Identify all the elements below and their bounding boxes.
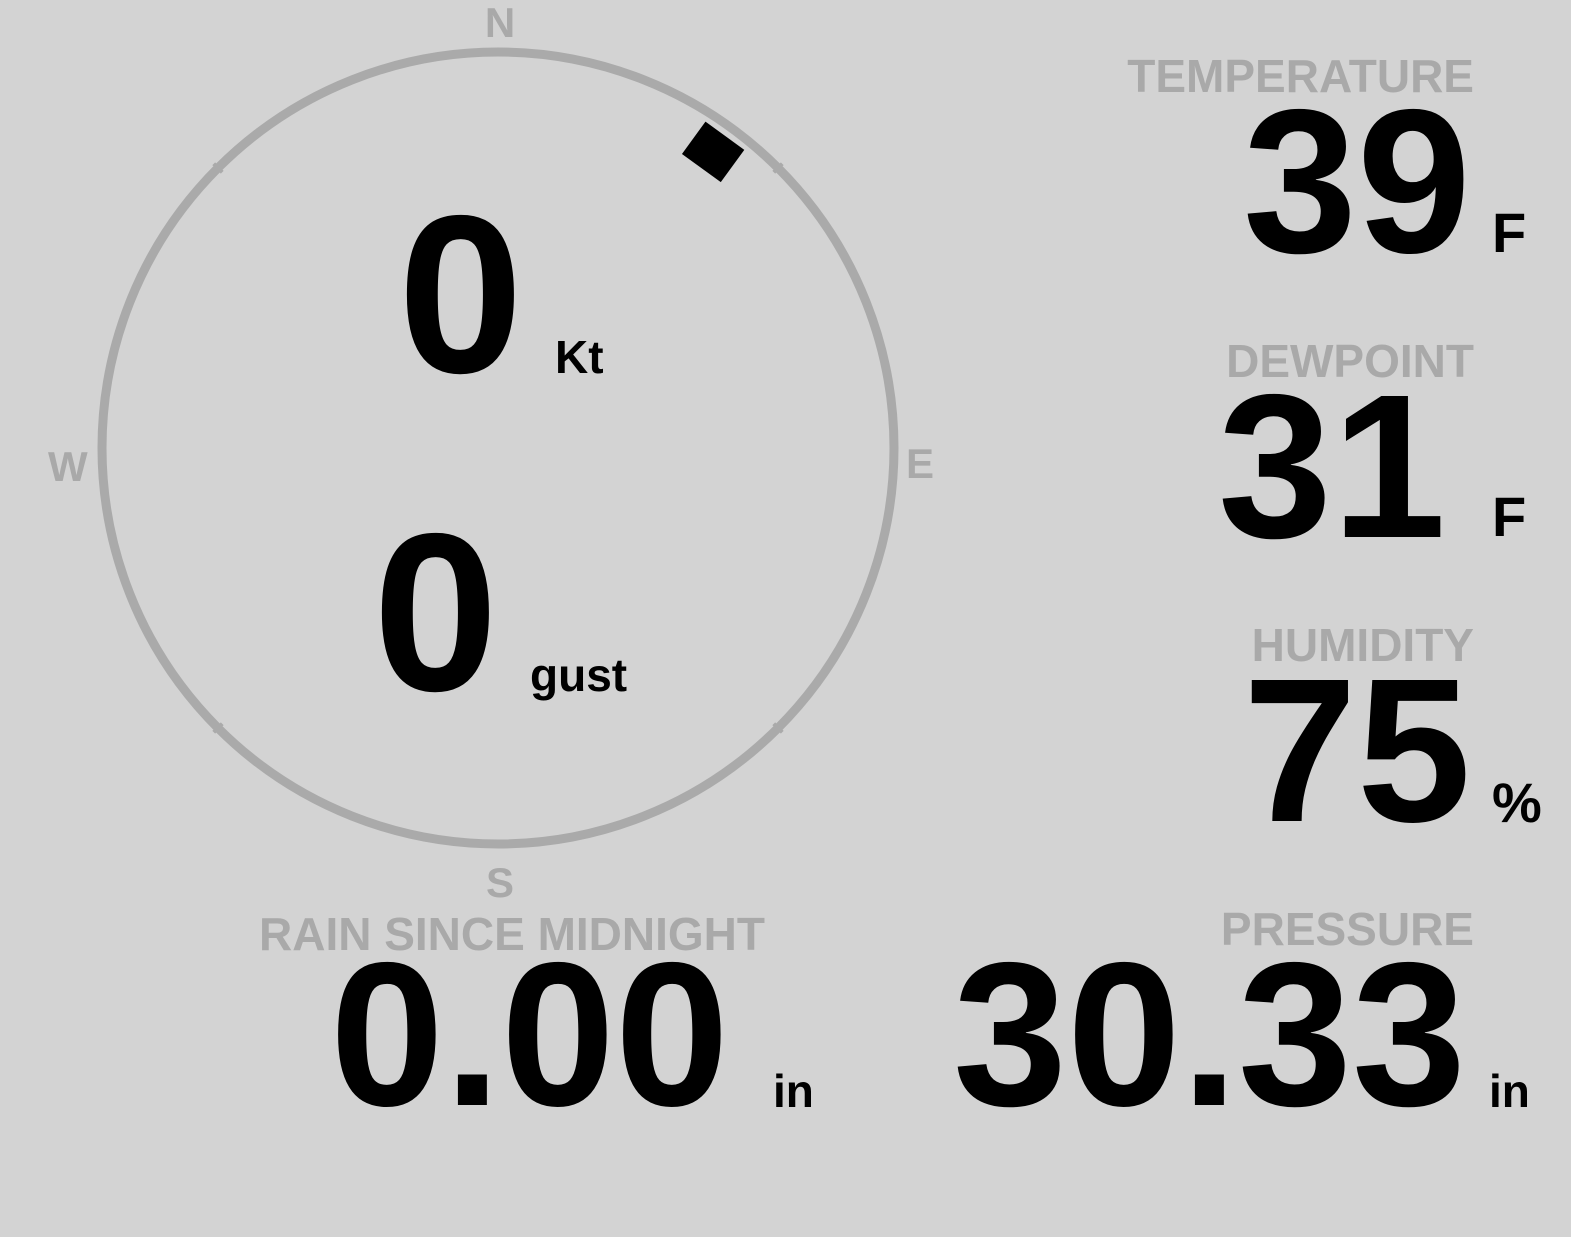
compass-tick bbox=[772, 162, 784, 174]
dewpoint-unit: F bbox=[1492, 485, 1527, 548]
temperature-value: 39 bbox=[1242, 67, 1471, 296]
wind-direction-marker bbox=[681, 121, 745, 183]
temperature-unit: F bbox=[1492, 201, 1527, 264]
dewpoint-label: DEWPOINT bbox=[1226, 335, 1474, 387]
wind-speed-unit: Kt bbox=[555, 331, 604, 383]
pressure-unit: in bbox=[1489, 1065, 1530, 1117]
compass-ring bbox=[97, 47, 899, 849]
humidity-unit: % bbox=[1492, 771, 1542, 834]
wind-gust-value: 0 bbox=[373, 486, 499, 738]
dewpoint-value: 31 bbox=[1217, 352, 1446, 581]
rain-unit: in bbox=[773, 1065, 814, 1117]
pressure-value: 30.33 bbox=[952, 920, 1466, 1149]
rain-label: RAIN SINCE MIDNIGHT bbox=[259, 908, 765, 960]
compass-tick bbox=[212, 722, 224, 734]
compass-tick bbox=[212, 162, 224, 174]
compass-east-label: E bbox=[906, 440, 935, 487]
compass-west-label: W bbox=[48, 443, 88, 490]
rain-value: 0.00 bbox=[330, 920, 729, 1149]
compass-south-label: S bbox=[485, 859, 514, 906]
humidity-label: HUMIDITY bbox=[1251, 619, 1474, 671]
temperature-label: TEMPERATURE bbox=[1127, 50, 1474, 102]
wind-speed-value: 0 bbox=[398, 168, 524, 420]
wind-gust-unit: gust bbox=[530, 649, 628, 701]
compass-tick bbox=[772, 722, 784, 734]
humidity-value: 75 bbox=[1242, 636, 1471, 865]
pressure-label: PRESSURE bbox=[1220, 903, 1474, 955]
compass-north-label: N bbox=[484, 0, 516, 46]
